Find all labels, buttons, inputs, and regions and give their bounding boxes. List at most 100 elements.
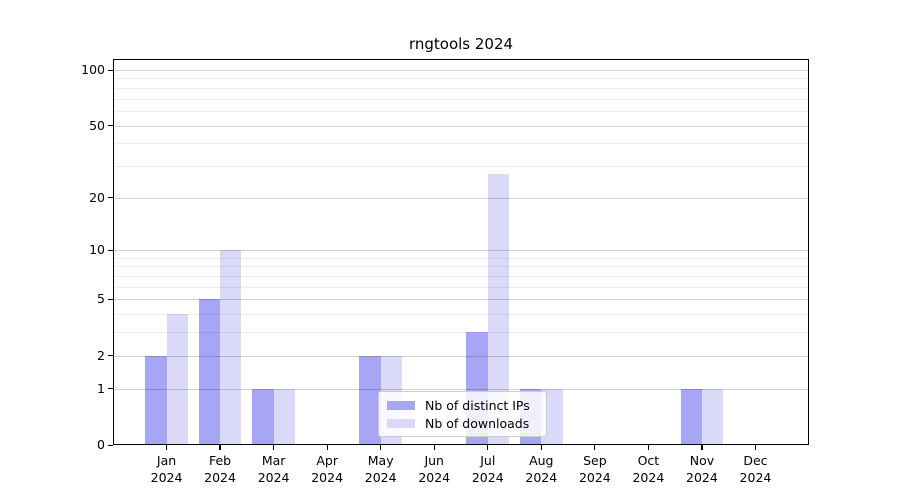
minor-gridline (113, 332, 809, 334)
x-axis-tick (273, 445, 275, 450)
bar-downloads (487, 174, 510, 445)
x-label-month: Oct (637, 453, 660, 468)
bar-distinct-ips (252, 388, 274, 445)
x-axis-tick (487, 445, 489, 450)
chart-title: rngtools 2024 (408, 35, 514, 53)
bar-downloads (273, 388, 296, 445)
x-label-year: 2024 (686, 470, 718, 485)
legend-swatch-distinct-ips (387, 400, 415, 410)
y-axis-tick (108, 125, 113, 127)
y-axis-tick (108, 249, 113, 251)
major-gridline (113, 250, 809, 252)
x-label-year: 2024 (525, 470, 558, 485)
x-label-year: 2024 (418, 470, 451, 485)
x-label-month: Apr (316, 453, 338, 468)
x-axis-tick-label: May 2024 (354, 452, 408, 486)
x-axis-tick (701, 445, 703, 450)
x-label-month: May (367, 453, 394, 468)
x-axis-tick (326, 445, 328, 450)
x-label-month: Jul (480, 453, 496, 468)
x-axis-tick (540, 445, 542, 450)
x-axis-tick-label: Aug 2024 (514, 452, 568, 486)
x-axis-tick (594, 445, 596, 450)
x-label-year: 2024 (739, 470, 772, 485)
legend-swatch-downloads (387, 418, 415, 428)
minor-gridline (113, 110, 809, 112)
x-label-month: Aug (529, 453, 554, 468)
y-axis-tick-label: 2 (97, 347, 105, 363)
legend: Nb of distinct IPs Nb of downloads (378, 391, 547, 437)
y-axis-tick (108, 69, 113, 71)
x-axis-tick-label: Jan 2024 (140, 452, 194, 486)
y-axis-tick-label: 0 (97, 437, 105, 452)
x-label-year: 2024 (632, 470, 665, 485)
bar-distinct-ips (145, 355, 167, 445)
y-axis-tick (108, 197, 113, 199)
x-axis-tick (647, 445, 649, 450)
x-axis-tick-label: Sep 2024 (568, 452, 622, 486)
legend-item-downloads: Nb of downloads (387, 416, 546, 431)
x-label-month: Feb (208, 453, 232, 468)
bar-downloads (220, 250, 242, 445)
y-axis-tick-label: 100 (81, 62, 105, 77)
y-axis-tick (108, 388, 113, 390)
bar-downloads (701, 388, 724, 445)
major-gridline (113, 70, 809, 71)
y-axis-tick (108, 298, 113, 301)
x-label-month: Jan (156, 453, 177, 468)
x-axis-tick (380, 445, 382, 450)
minor-gridline (113, 98, 809, 100)
x-label-month: Dec (743, 453, 768, 468)
x-label-year: 2024 (578, 470, 611, 485)
x-label-year: 2024 (257, 470, 290, 485)
y-axis-tick-label: 20 (89, 189, 105, 205)
x-label-year: 2024 (204, 470, 236, 485)
major-gridline (113, 388, 809, 390)
x-axis-tick-label: Apr 2024 (300, 452, 354, 486)
minor-gridline (113, 266, 809, 268)
x-label-year: 2024 (364, 470, 397, 485)
x-label-year: 2024 (471, 470, 504, 485)
x-axis-tick (165, 445, 168, 450)
bar-distinct-ips (680, 388, 702, 445)
x-label-month: Jun (424, 453, 444, 468)
y-axis-tick-label: 5 (97, 291, 105, 307)
y-axis-tick-label: 1 (97, 380, 105, 396)
x-label-month: Nov (689, 453, 715, 468)
x-label-month: Mar (261, 453, 286, 468)
minor-gridline (113, 286, 809, 288)
y-axis-tick-label: 10 (89, 242, 105, 258)
legend-label-distinct-ips: Nb of distinct IPs (425, 397, 530, 413)
minor-gridline (113, 87, 809, 89)
x-axis-tick-label: Jun 2024 (407, 452, 461, 486)
x-axis-tick-label: Nov 2024 (675, 452, 729, 486)
major-gridline (113, 355, 809, 357)
major-gridline (113, 197, 809, 199)
x-axis-tick-label: Dec 2024 (728, 452, 782, 486)
x-label-month: Sep (583, 453, 607, 468)
minor-gridline (113, 314, 809, 316)
legend-item-distinct-ips: Nb of distinct IPs (387, 398, 546, 413)
bar-downloads (166, 314, 188, 445)
x-axis-tick-label: Feb 2024 (193, 452, 247, 486)
major-gridline (113, 125, 809, 127)
x-axis-tick-label: Mar 2024 (247, 452, 301, 486)
legend-label-downloads: Nb of downloads (425, 415, 530, 431)
bar-distinct-ips (198, 299, 221, 445)
minor-gridline (113, 143, 809, 145)
x-label-year: 2024 (150, 470, 183, 485)
minor-gridline (113, 165, 809, 167)
x-axis-tick-label: Jul 2024 (461, 452, 515, 486)
minor-gridline (113, 257, 809, 259)
x-axis-tick (433, 445, 435, 450)
x-axis-tick-label: Oct 2024 (621, 452, 675, 486)
y-axis-tick (108, 444, 113, 446)
bar-distinct-ips (359, 355, 381, 445)
x-label-year: 2024 (311, 470, 344, 485)
y-axis-tick-label: 50 (89, 117, 105, 133)
minor-gridline (113, 276, 809, 278)
x-axis-tick (754, 445, 757, 450)
major-gridline (113, 299, 809, 301)
x-axis-tick (219, 445, 221, 450)
